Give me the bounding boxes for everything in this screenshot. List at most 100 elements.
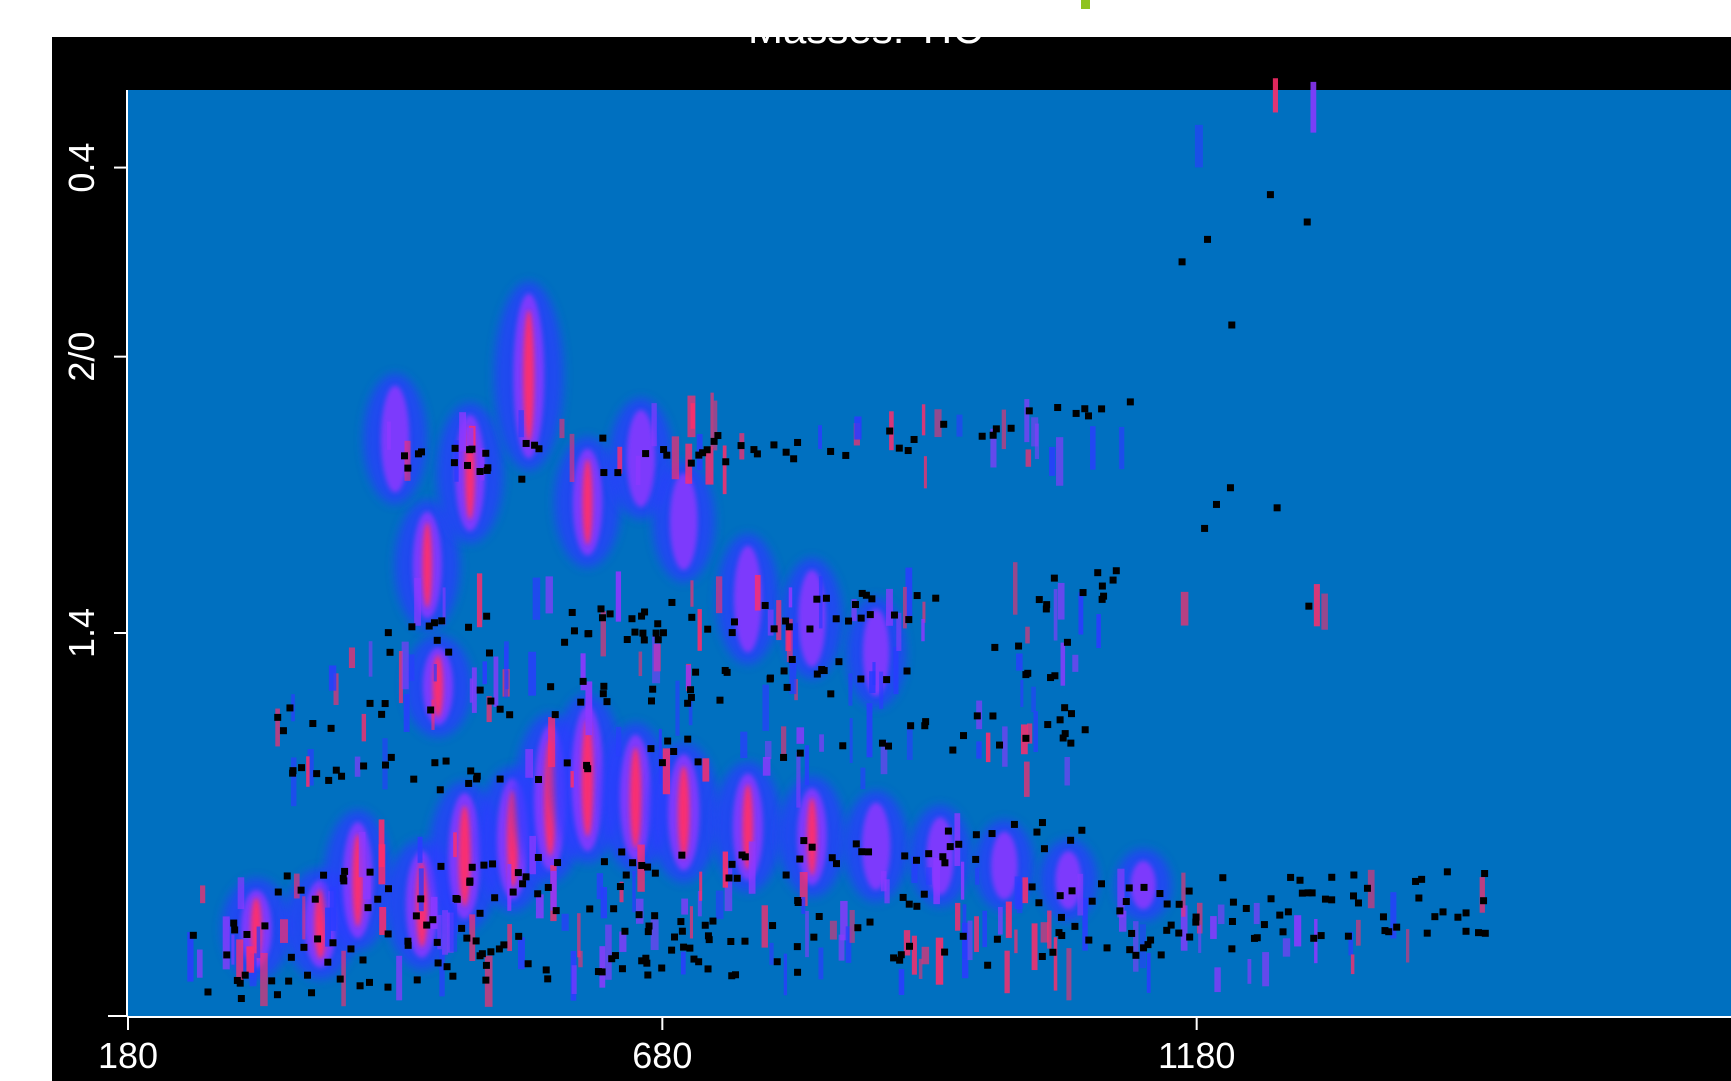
peak-marker xyxy=(709,917,717,925)
peak-marker xyxy=(629,859,637,867)
peak-marker xyxy=(800,837,808,845)
density-streak xyxy=(715,890,724,919)
peak-marker xyxy=(621,927,629,935)
peak-marker xyxy=(1047,674,1055,682)
peak-marker xyxy=(597,605,605,613)
peak-marker xyxy=(688,613,696,621)
density-streak xyxy=(902,586,907,629)
peak-marker xyxy=(885,742,893,750)
peak-marker xyxy=(780,753,788,761)
density-streak xyxy=(275,708,280,747)
peak-marker xyxy=(1305,602,1313,610)
density-streak xyxy=(1390,892,1397,939)
peak-marker xyxy=(866,918,874,926)
density-streak xyxy=(1262,952,1270,987)
peak-marker xyxy=(1304,889,1312,897)
density-streak xyxy=(788,587,793,608)
peak-marker xyxy=(721,666,729,674)
density-streak xyxy=(354,756,361,777)
peak-marker xyxy=(704,625,712,633)
peak-marker xyxy=(472,937,480,945)
density-streak xyxy=(1133,921,1139,972)
peak-marker xyxy=(904,447,912,455)
peak-marker xyxy=(431,759,439,767)
peak-marker xyxy=(1035,596,1043,604)
peak-marker xyxy=(862,591,870,599)
peak-marker xyxy=(1040,845,1048,853)
peak-marker xyxy=(920,890,928,898)
peak-marker xyxy=(386,648,394,656)
peak-marker xyxy=(638,861,646,869)
peak-marker xyxy=(478,950,486,958)
peak-marker xyxy=(670,747,678,755)
peak-marker xyxy=(289,767,297,775)
density-streak xyxy=(840,900,848,941)
peak-marker xyxy=(1063,638,1071,646)
density-streak xyxy=(222,916,230,970)
peak-marker xyxy=(544,975,552,983)
density-streak xyxy=(1033,711,1038,752)
peak-marker xyxy=(1094,569,1102,577)
density-streak xyxy=(569,433,575,482)
peak-marker xyxy=(427,706,435,714)
peak-marker xyxy=(327,724,335,732)
peak-marker xyxy=(1057,913,1065,921)
peak-marker xyxy=(570,627,578,635)
peak-marker xyxy=(274,713,282,721)
density-streak xyxy=(1049,446,1056,476)
peak-marker xyxy=(586,905,594,913)
density-streak xyxy=(790,622,798,650)
chart-title: Masses: TIC xyxy=(748,5,983,52)
density-streak xyxy=(990,428,997,468)
peak-markers xyxy=(189,191,1489,1003)
peak-marker xyxy=(1103,944,1111,952)
peak-marker xyxy=(857,614,865,622)
peak-marker xyxy=(417,895,425,903)
density-streak xyxy=(1002,726,1008,767)
density-streak xyxy=(658,728,662,784)
peak-marker xyxy=(941,859,949,867)
peak-marker xyxy=(451,444,459,452)
density-streak xyxy=(1272,78,1279,113)
density-streak xyxy=(761,905,768,948)
peak-marker xyxy=(1273,504,1281,512)
peak-marker xyxy=(1116,907,1124,915)
peak-marker xyxy=(1043,601,1051,609)
peak-marker xyxy=(231,926,239,934)
density-streak xyxy=(796,751,801,808)
peak-marker xyxy=(599,434,607,442)
density-streak xyxy=(879,671,884,709)
peak-marker xyxy=(770,441,778,449)
peak-marker xyxy=(465,779,473,787)
peak-marker xyxy=(794,968,802,976)
density-streak xyxy=(518,937,525,970)
peak-marker xyxy=(458,924,466,932)
peak-marker xyxy=(651,912,659,920)
peak-marker xyxy=(725,874,733,882)
density-streak xyxy=(1180,905,1188,951)
peak-marker xyxy=(583,761,591,769)
density-streak xyxy=(404,440,411,481)
density-streak xyxy=(1181,872,1186,917)
density-streak xyxy=(442,587,446,625)
density-streak xyxy=(1024,399,1030,443)
peak-marker xyxy=(1084,412,1092,420)
peak-marker xyxy=(466,877,474,885)
peak-marker xyxy=(408,623,416,631)
peak-marker xyxy=(638,957,646,965)
density-streak xyxy=(528,651,537,696)
peak-marker xyxy=(654,636,662,644)
peak-marker xyxy=(907,722,915,730)
peak-marker xyxy=(1025,407,1033,415)
peak-marker xyxy=(1439,908,1447,916)
density-streak xyxy=(535,894,544,919)
peak-marker xyxy=(1126,398,1134,406)
density-streak xyxy=(1023,761,1030,797)
peak-marker xyxy=(1454,913,1462,921)
density-streak xyxy=(1146,952,1151,993)
peak-marker xyxy=(827,447,835,455)
density-streak xyxy=(486,696,492,723)
density-streak xyxy=(231,934,235,965)
peak-marker xyxy=(324,958,332,966)
peak-marker xyxy=(547,683,555,691)
